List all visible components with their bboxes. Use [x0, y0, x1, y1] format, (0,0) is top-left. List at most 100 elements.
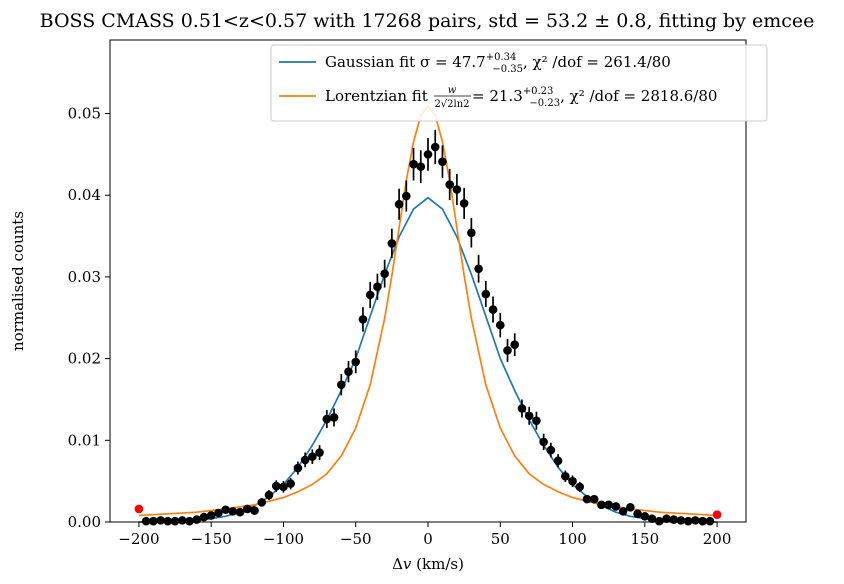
- data-point: [481, 289, 491, 299]
- data-point: [705, 516, 715, 526]
- endpoint-point: [134, 504, 144, 514]
- x-tick-label: 100: [558, 530, 587, 548]
- y-tick-label: 0.05: [68, 105, 101, 123]
- data-point: [149, 516, 158, 526]
- data-point: [221, 505, 230, 515]
- data-point: [344, 367, 353, 376]
- legend: Gaussian fit σ = 47.7+0.34 −0.35, χ² /dof…: [270, 44, 768, 122]
- data-point: [358, 315, 368, 324]
- legend-gauss-prefix: Gaussian fit σ = 47.7: [325, 53, 486, 71]
- data-point: [654, 516, 664, 526]
- x-tick-label: 150: [630, 530, 659, 548]
- data-point: [423, 150, 433, 159]
- data-point: [524, 411, 534, 421]
- data-point: [387, 239, 397, 248]
- data-point: [611, 502, 621, 511]
- data-point: [235, 507, 245, 517]
- legend-gauss-sub: −0.35: [492, 64, 523, 75]
- data-point: [640, 511, 650, 521]
- data-point: [662, 514, 671, 524]
- data-point: [365, 290, 375, 300]
- data-point: [510, 340, 520, 350]
- data-point: [351, 357, 361, 367]
- x-tick-label: −100: [263, 530, 304, 548]
- legend-box: [270, 44, 768, 122]
- data-point: [568, 476, 577, 486]
- y-tick-label: 0.00: [68, 513, 101, 531]
- data-point: [394, 199, 404, 209]
- y-tick-label: 0.02: [68, 350, 101, 368]
- legend-lor-rest: = 21.3+0.23 −0.23, χ² /dof = 2818.6/80: [472, 86, 717, 109]
- data-point: [271, 481, 281, 491]
- x-tick-label: 50: [491, 530, 510, 548]
- x-tick-label: −150: [191, 530, 232, 548]
- data-point: [604, 500, 613, 510]
- y-axis-label: normalised counts: [9, 211, 27, 351]
- data-point: [416, 162, 426, 171]
- data-point: [409, 159, 418, 169]
- data-point: [430, 142, 440, 152]
- data-point: [626, 502, 635, 512]
- data-point: [445, 180, 454, 189]
- data-point: [474, 264, 483, 274]
- legend-lor-prefix: Lorentzian fit: [325, 87, 428, 105]
- data-point: [279, 482, 288, 492]
- data-point: [683, 516, 693, 526]
- data-point: [322, 414, 332, 424]
- data-point: [264, 490, 274, 500]
- y-tick-label: 0.01: [68, 431, 101, 449]
- data-point: [286, 479, 295, 488]
- legend-lor-eq: = 21.3: [472, 87, 523, 105]
- data-point: [228, 507, 238, 516]
- legend-lor-sup: +0.23: [523, 86, 554, 97]
- data-point: [467, 228, 476, 238]
- data-point: [185, 516, 194, 526]
- x-tick-label: −50: [340, 530, 372, 548]
- x-tick-label: −200: [118, 530, 159, 548]
- y-tick-label: 0.04: [68, 186, 101, 204]
- x-axis: −200 −150 −100 −50 0 50 100 150 200: [118, 522, 731, 548]
- data-point: [293, 463, 303, 473]
- legend-lor-sub: −0.23: [529, 98, 560, 109]
- y-axis: 0.00 0.01 0.02 0.03 0.04 0.05: [68, 105, 110, 531]
- data-point: [647, 514, 657, 524]
- x-tick-label: 0: [423, 530, 433, 548]
- data-point: [329, 413, 339, 422]
- data-point: [380, 269, 389, 278]
- legend-gauss-sup: +0.34: [486, 52, 517, 63]
- data-point: [495, 320, 505, 330]
- x-axis-label: Δv (km/s): [392, 555, 464, 573]
- legend-gauss-label: Gaussian fit σ = 47.7+0.34 −0.35, χ² /dof…: [325, 52, 671, 75]
- data-point: [488, 305, 498, 314]
- data-point: [618, 507, 628, 516]
- x-tick-label: 200: [703, 530, 732, 548]
- data-point: [336, 380, 346, 390]
- legend-lor-frac-den: 2√2ln2: [434, 99, 469, 110]
- data-point: [156, 516, 165, 525]
- data-point: [206, 511, 216, 520]
- data-point: [561, 471, 570, 481]
- data-point: [250, 506, 259, 515]
- data-point: [214, 508, 223, 518]
- data-point: [553, 456, 563, 466]
- data-point: [243, 504, 252, 514]
- data-point: [698, 516, 707, 526]
- data-point: [315, 448, 324, 457]
- data-point: [257, 498, 267, 507]
- data-point: [170, 516, 180, 526]
- data-point: [452, 185, 462, 194]
- data-point: [546, 445, 556, 455]
- endpoint-point: [712, 510, 722, 519]
- chart-title: BOSS CMASS 0.51<z<0.57 with 17268 pairs,…: [40, 10, 815, 32]
- data-point: [676, 516, 686, 525]
- data-point: [141, 516, 151, 526]
- x-axis-label-var: v: [403, 555, 412, 573]
- x-axis-label-delta: Δ: [392, 555, 403, 573]
- data-point: [517, 404, 527, 413]
- data-point: [691, 516, 700, 525]
- x-axis-label-unit: (km/s): [411, 555, 464, 573]
- data-point: [532, 416, 541, 425]
- data-point: [163, 516, 173, 526]
- data-point: [582, 494, 592, 504]
